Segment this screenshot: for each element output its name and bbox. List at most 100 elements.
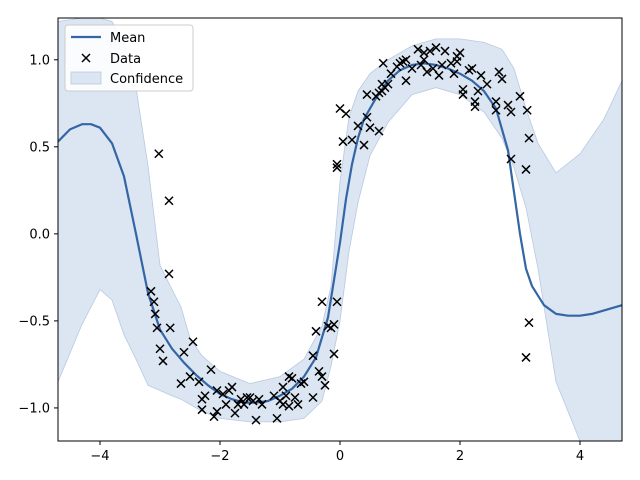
data-point-86 [407,63,417,74]
data-point-95 [434,70,444,80]
data-point-79 [383,79,393,89]
y-tick-label-3: 0.5 [29,140,50,155]
data-point-89 [419,48,429,58]
data-point-115 [497,74,507,84]
legend-data-swatch [81,53,91,63]
data-point-121 [522,105,532,115]
data-point-0 [146,286,156,296]
data-point-13 [188,337,198,347]
data-point-39 [278,399,288,409]
x-tick-label-4: 4 [576,449,584,464]
data-point-19 [209,412,219,422]
data-point-65 [341,109,351,119]
data-point-55 [320,380,330,390]
legend-confidence-swatch [70,71,102,85]
y-tick-label-2: 0.0 [29,227,50,242]
data-point-9 [165,323,175,333]
data-point-53 [317,372,327,382]
data-point-12 [185,372,195,382]
data-point-59 [329,349,339,359]
data-point-64 [338,137,348,147]
data-point-22 [218,389,228,399]
data-point-28 [236,394,246,404]
data-point-30 [242,392,252,403]
data-point-48 [299,377,309,387]
data-point-119 [515,91,525,101]
data-point-102 [455,48,465,58]
data-point-32 [248,396,258,406]
data-point-40 [278,382,288,392]
data-point-6 [158,356,168,366]
data-point-2 [150,309,160,319]
data-point-46 [293,399,303,409]
data-point-49 [308,392,318,403]
data-point-16 [197,405,207,415]
data-point-52 [314,366,324,376]
data-point-14 [194,377,204,387]
data-point-71 [365,123,375,133]
data-point-104 [458,90,468,100]
data-point-37 [272,413,282,423]
axes: −4 −2 0 2 4 −1.0 −0.5 0.0 0.5 1.0 [18,17,623,464]
x-tick-label-1: −2 [210,449,229,464]
data-point-68 [359,140,369,150]
data-point-96 [437,60,447,70]
data-point-123 [524,133,534,143]
data-point-10 [176,379,186,389]
y-tick-label-1: −0.5 [18,314,50,329]
data-point-74 [374,126,384,136]
data-point-11 [179,347,189,357]
data-point-122 [524,318,534,328]
data-point-108 [470,97,480,107]
data-point-97 [440,46,450,56]
data-point-77 [378,58,388,68]
x-tick-label-0: −4 [90,449,109,464]
data-point-33 [251,415,261,425]
data-point-99 [449,69,459,79]
data-point-1 [149,297,159,307]
data-point-110 [476,70,486,80]
data-point-113 [491,97,501,107]
data-point-21 [212,406,222,416]
plot-area [58,18,622,441]
data-point-3 [152,323,162,333]
data-point-117 [506,107,516,117]
data-point-118 [506,154,516,164]
data-point-17 [200,391,210,401]
data-point-90 [419,55,429,65]
legend-data-label: Data [110,52,141,67]
data-point-84 [401,76,411,86]
data-point-18 [206,365,216,375]
data-point-94 [431,43,441,53]
data-point-26 [230,408,240,418]
data-point-58 [329,319,339,329]
data-point-5 [155,344,165,354]
data-point-112 [491,105,501,115]
y-tick-label-0: −1.0 [18,401,50,416]
legend-mean-label: Mean [110,31,145,46]
data-point-111 [482,79,492,89]
data-point-50 [308,351,318,361]
data-point-41 [281,391,291,401]
data-point-114 [494,67,504,77]
data-point-45 [290,392,300,403]
data-point-120 [521,164,531,174]
data-point-51 [311,326,321,336]
plot-content [58,18,622,441]
data-point-4 [154,149,164,159]
x-tick-label-3: 2 [456,449,464,464]
data-point-70 [362,112,372,122]
x-tick-label-2: 0 [336,449,344,464]
data-point-116 [503,100,513,110]
data-point-92 [425,46,435,56]
data-point-106 [467,63,477,74]
data-point-91 [422,67,432,77]
data-point-7 [164,196,174,206]
mean-line [58,62,622,404]
legend-confidence-label: Confidence [110,72,183,87]
data-point-35 [257,399,267,409]
data-point-61 [332,163,342,173]
data-point-23 [221,399,231,409]
data-point-62 [332,159,342,169]
